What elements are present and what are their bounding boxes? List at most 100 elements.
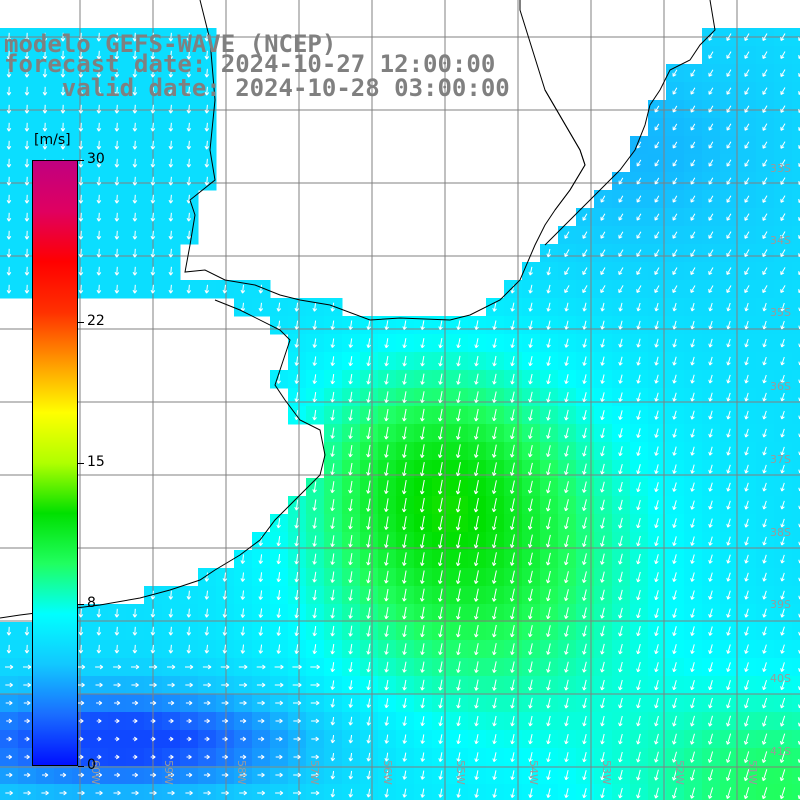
wind-arrow [114,626,120,636]
wind-arrow [546,356,551,367]
wind-arrow [707,751,714,763]
wind-arrow [294,499,299,511]
wind-arrow [95,664,104,670]
lon-label: 51W [746,760,759,785]
wind-arrow [186,644,192,654]
wind-arrow [455,462,461,477]
wind-arrow [437,552,443,567]
wind-arrow [708,733,713,745]
wind-arrow [690,554,695,564]
wind-arrow [582,535,587,547]
wind-arrow [636,320,641,330]
wind-arrow [186,140,192,150]
wind-arrow [762,87,768,95]
wind-arrow [402,462,407,477]
wind-arrow [312,481,317,493]
wind-arrow [546,248,551,258]
wind-arrow [545,498,551,512]
wind-speed-cell [792,694,800,713]
wind-arrow [312,374,317,385]
wind-arrow [42,50,48,60]
wind-arrow [492,338,497,349]
lon-label: 54W [527,760,540,785]
wind-arrow [600,427,605,439]
wind-arrow [546,733,551,745]
wind-arrow [654,374,659,384]
wind-arrow [491,444,497,458]
wind-arrow [780,374,785,384]
wind-arrow [384,698,389,709]
wind-arrow [168,140,174,150]
wind-arrow [780,302,785,312]
wind-arrow [330,391,335,403]
wind-arrow [150,194,156,204]
wind-arrow [744,105,750,113]
wind-arrow [348,788,354,798]
wind-arrow [330,643,335,655]
wind-arrow [6,718,13,724]
wind-arrow [42,32,48,42]
wind-speed-cell [306,784,325,800]
wind-arrow [726,177,732,185]
wind-arrow [582,285,588,294]
wind-arrow [654,733,659,745]
wind-arrow [420,788,425,798]
wind-arrow [23,790,31,796]
wind-arrow [456,716,461,727]
wind-arrow [24,140,30,150]
colorbar-tick-label: 8 [87,595,96,612]
wind-arrow [600,195,606,203]
wind-arrow [546,409,551,421]
wind-arrow [708,356,713,366]
wind-arrow [654,249,660,257]
wind-arrow [564,715,569,727]
wind-arrow [6,176,12,186]
wind-arrow [258,644,264,654]
wind-arrow [582,267,588,275]
wind-arrow [438,770,443,780]
wind-arrow [725,751,732,763]
wind-arrow [618,392,623,402]
wind-arrow [240,754,247,760]
wind-arrow [726,123,732,131]
wind-arrow [366,570,371,584]
wind-arrow [438,788,443,798]
wind-arrow [491,498,497,513]
wind-arrow [618,285,624,294]
wind-arrow [762,428,767,438]
wind-arrow [636,787,641,799]
wind-arrow [348,589,353,601]
wind-arrow [528,266,533,276]
wind-speed-cell [792,424,800,443]
wind-arrow [168,176,174,186]
wind-arrow [96,644,102,654]
wind-arrow [366,409,371,422]
wind-arrow [690,338,695,348]
wind-arrow [311,772,320,778]
wind-arrow [132,50,138,60]
wind-arrow [96,194,102,204]
wind-arrow [636,428,641,438]
wind-arrow [582,751,587,763]
wind-arrow [672,644,677,655]
wind-arrow [690,267,696,275]
wind-arrow [348,770,354,780]
wind-arrow [96,626,102,636]
wind-arrow [150,230,156,240]
wind-arrow [204,104,210,114]
wind-arrow [762,320,767,330]
wind-arrow [528,391,533,403]
wind-arrow [150,266,156,276]
wind-arrow [366,391,371,403]
wind-arrow [114,50,120,60]
wind-arrow [762,51,768,59]
wind-arrow [618,769,623,781]
wind-arrow [312,535,317,547]
wind-arrow [654,626,659,637]
wind-arrow [384,426,389,440]
wind-arrow [564,427,569,439]
wind-arrow [780,51,786,59]
wind-arrow [761,751,768,763]
wind-arrow [528,733,533,745]
wind-arrow [744,177,750,185]
